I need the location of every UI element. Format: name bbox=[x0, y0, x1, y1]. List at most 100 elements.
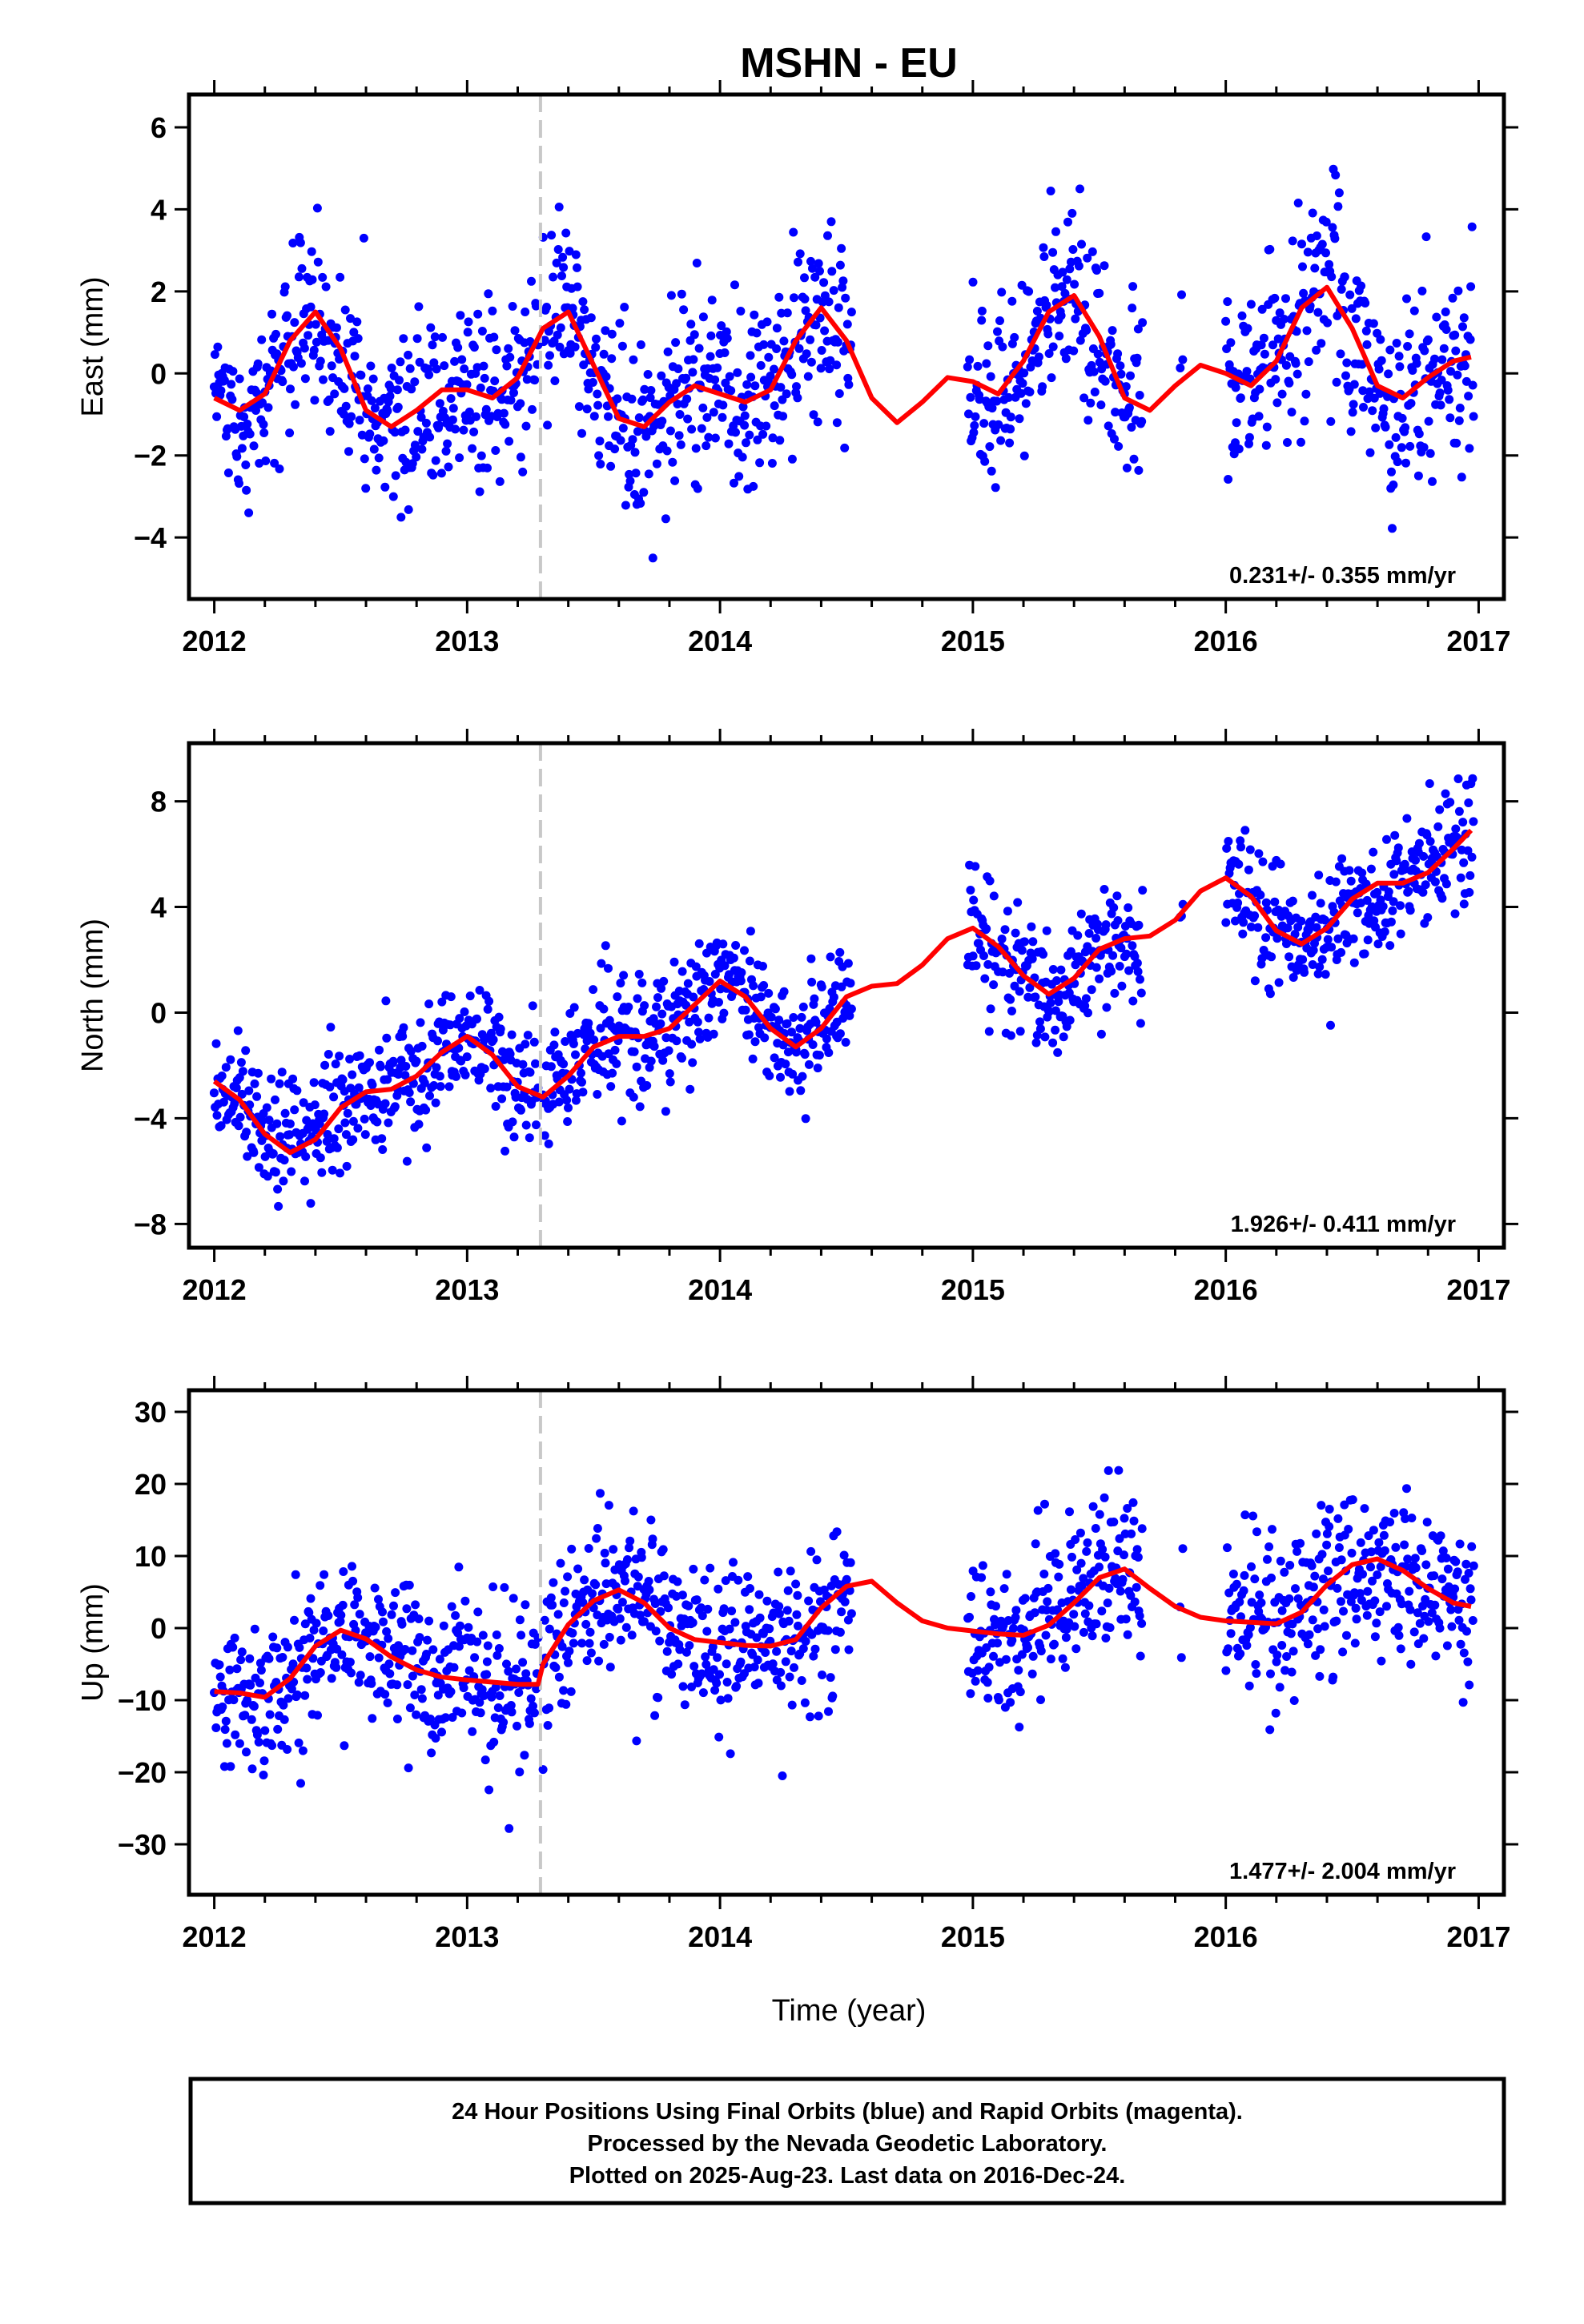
east-point bbox=[793, 393, 802, 403]
east-point bbox=[584, 384, 593, 394]
east-point bbox=[601, 326, 610, 336]
north-point bbox=[1053, 1047, 1063, 1057]
east-point bbox=[782, 389, 791, 399]
east-point bbox=[438, 332, 447, 342]
up-point bbox=[345, 1658, 355, 1667]
up-point bbox=[1419, 1634, 1429, 1643]
east-point bbox=[750, 310, 759, 320]
up-point bbox=[999, 1584, 1009, 1594]
up-point bbox=[256, 1666, 266, 1675]
north-point bbox=[764, 988, 774, 998]
north-point bbox=[1331, 877, 1341, 887]
north-point bbox=[741, 1005, 750, 1015]
east-point bbox=[431, 456, 440, 465]
up-point bbox=[473, 1607, 483, 1617]
up-point bbox=[1469, 1561, 1478, 1570]
up-point bbox=[340, 1741, 349, 1751]
north-point bbox=[342, 1161, 352, 1171]
north-point bbox=[494, 1012, 504, 1022]
up-point bbox=[439, 1621, 448, 1630]
up-point bbox=[1442, 1641, 1452, 1651]
up-point bbox=[236, 1655, 246, 1665]
east-y-tick-label: −4 bbox=[134, 521, 167, 554]
up-point bbox=[1265, 1725, 1275, 1735]
up-point bbox=[667, 1670, 677, 1679]
up-point bbox=[379, 1617, 388, 1626]
north-point bbox=[801, 1114, 810, 1124]
east-point bbox=[1331, 171, 1341, 180]
east-point bbox=[1277, 389, 1287, 399]
up-point bbox=[551, 1663, 561, 1672]
east-point bbox=[1058, 267, 1067, 277]
north-point bbox=[984, 1027, 994, 1036]
north-point bbox=[1096, 1029, 1106, 1039]
north-point bbox=[234, 1121, 243, 1131]
east-y-tick-label: 6 bbox=[151, 111, 167, 144]
north-point bbox=[1046, 998, 1055, 1007]
up-point bbox=[489, 1737, 499, 1747]
up-point bbox=[762, 1596, 772, 1606]
up-point bbox=[1400, 1540, 1409, 1550]
east-point bbox=[473, 309, 483, 319]
east-point bbox=[770, 364, 778, 374]
north-point bbox=[1222, 843, 1232, 853]
north-point bbox=[985, 876, 995, 886]
east-point bbox=[675, 410, 685, 419]
up-point bbox=[459, 1683, 468, 1693]
east-point bbox=[1325, 259, 1334, 269]
east-point bbox=[1093, 349, 1103, 359]
east-point bbox=[387, 364, 396, 372]
up-point bbox=[810, 1644, 820, 1654]
up-point bbox=[247, 1764, 257, 1774]
east-point bbox=[1345, 290, 1355, 300]
north-point bbox=[1035, 1017, 1044, 1027]
north-point bbox=[814, 1051, 824, 1060]
up-point bbox=[1136, 1651, 1145, 1661]
east-point bbox=[573, 282, 582, 292]
east-point bbox=[772, 324, 782, 333]
east-point bbox=[1047, 373, 1056, 383]
up-point bbox=[232, 1664, 242, 1674]
north-point bbox=[1031, 1038, 1041, 1047]
east-point bbox=[756, 360, 766, 370]
up-point bbox=[557, 1642, 567, 1651]
east-point bbox=[1104, 421, 1113, 431]
north-point bbox=[1231, 916, 1240, 926]
east-point bbox=[610, 444, 620, 454]
east-point bbox=[742, 438, 750, 448]
north-point bbox=[316, 1153, 325, 1163]
up-point bbox=[698, 1611, 707, 1621]
east-point bbox=[592, 334, 601, 344]
east-point bbox=[1127, 423, 1136, 432]
north-point bbox=[1396, 929, 1405, 939]
up-point bbox=[437, 1727, 446, 1737]
north-point bbox=[212, 1111, 222, 1120]
up-point bbox=[374, 1653, 384, 1663]
up-point bbox=[1087, 1631, 1097, 1641]
up-point bbox=[240, 1711, 250, 1720]
up-point bbox=[1268, 1525, 1276, 1534]
up-point bbox=[302, 1663, 312, 1673]
up-point bbox=[1135, 1611, 1144, 1621]
north-point bbox=[658, 1055, 668, 1065]
east-point bbox=[476, 451, 486, 460]
east-point bbox=[270, 458, 279, 468]
up-point bbox=[1101, 1634, 1111, 1642]
east-point bbox=[1327, 272, 1337, 282]
north-point bbox=[446, 992, 456, 1002]
up-point bbox=[370, 1583, 380, 1593]
east-point bbox=[826, 356, 835, 365]
up-point bbox=[306, 1594, 316, 1603]
up-point bbox=[588, 1589, 597, 1598]
up-point bbox=[823, 1626, 833, 1635]
east-point bbox=[1178, 355, 1188, 364]
north-point bbox=[824, 1048, 834, 1057]
north-point bbox=[1323, 935, 1333, 944]
up-y-tick-label: −10 bbox=[118, 1684, 167, 1717]
up-point bbox=[1334, 1543, 1344, 1552]
north-point bbox=[329, 1092, 339, 1102]
east-point bbox=[794, 344, 804, 353]
up-point bbox=[260, 1726, 270, 1735]
up-point bbox=[1282, 1652, 1292, 1661]
north-point bbox=[549, 1040, 559, 1050]
